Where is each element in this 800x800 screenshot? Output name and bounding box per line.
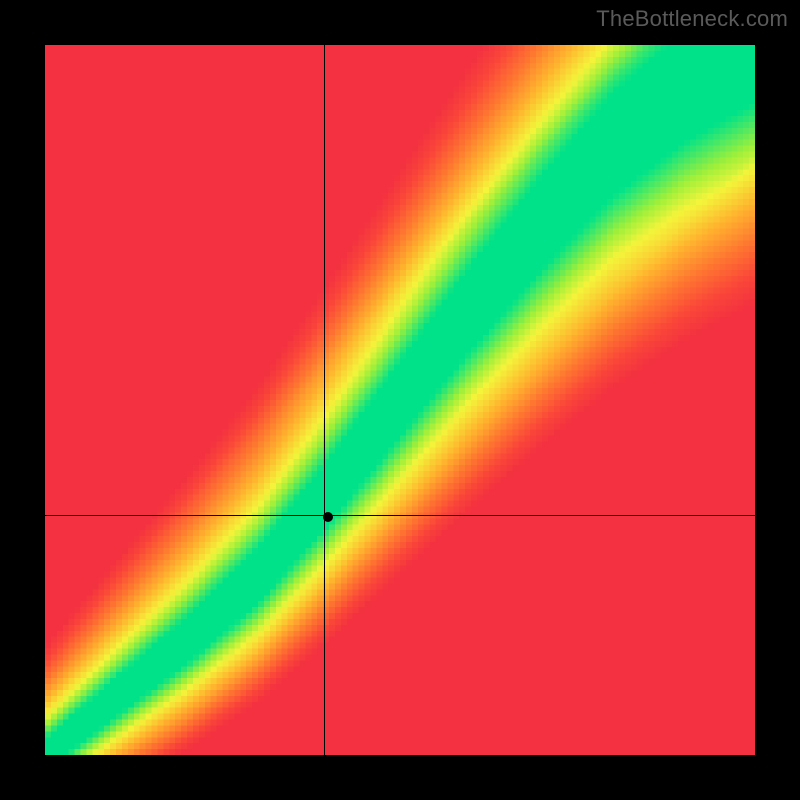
chart-container: TheBottleneck.com	[0, 0, 800, 800]
crosshair-vertical	[324, 45, 325, 755]
crosshair-horizontal	[45, 515, 755, 516]
heatmap-plot	[45, 45, 755, 755]
watermark-text: TheBottleneck.com	[596, 6, 788, 32]
heatmap-canvas	[45, 45, 755, 755]
